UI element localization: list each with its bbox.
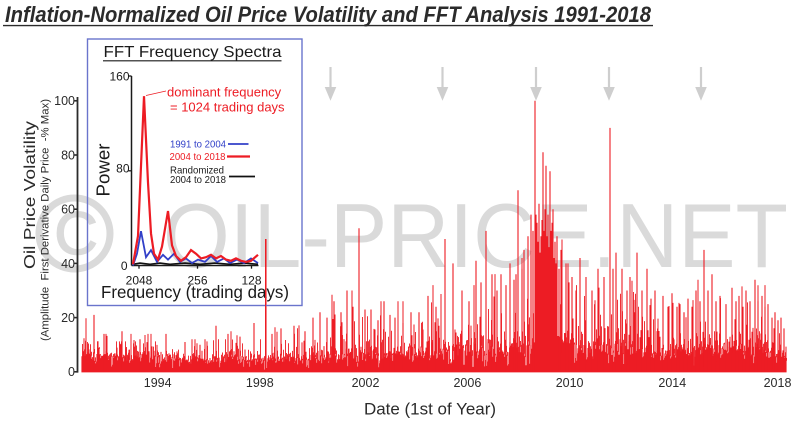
- svg-text:2004 to 2018: 2004 to 2018: [170, 174, 226, 186]
- svg-text:256: 256: [187, 274, 207, 288]
- svg-text:Date (1st of Year): Date (1st of Year): [364, 400, 496, 419]
- svg-text:Frequency (trading days): Frequency (trading days): [101, 282, 289, 302]
- svg-text:0: 0: [121, 259, 128, 273]
- svg-text:Randomized: Randomized: [170, 165, 224, 177]
- svg-text:60: 60: [61, 203, 75, 217]
- svg-text:Inflation-Normalized Oil Price: Inflation-Normalized Oil Price Volatilit…: [5, 2, 652, 27]
- svg-text:2010: 2010: [556, 376, 584, 390]
- svg-text:80: 80: [61, 148, 75, 162]
- svg-text:1998: 1998: [246, 376, 274, 390]
- svg-text:2004 to 2018: 2004 to 2018: [170, 151, 226, 163]
- svg-text:C: C: [54, 200, 97, 267]
- svg-text:40: 40: [61, 257, 75, 271]
- svg-text:(Amplitude First Derivative D: (Amplitude First Derivative Daily Price …: [40, 99, 52, 341]
- svg-text:2002: 2002: [352, 376, 380, 390]
- svg-text:dominant frequency: dominant frequency: [167, 85, 282, 100]
- svg-text:160: 160: [109, 69, 129, 83]
- svg-text:Oil Price Volatility: Oil Price Volatility: [22, 121, 39, 269]
- svg-text:2048: 2048: [126, 274, 153, 288]
- svg-text:80: 80: [116, 162, 130, 176]
- svg-text:Power: Power: [94, 144, 114, 197]
- svg-text:1994: 1994: [144, 376, 172, 390]
- svg-text:128: 128: [241, 274, 261, 288]
- svg-text:100: 100: [54, 94, 75, 108]
- svg-text:= 1024 trading days: = 1024 trading days: [170, 100, 285, 115]
- svg-text:FFT Frequency Spectra: FFT Frequency Spectra: [104, 44, 282, 61]
- svg-text:2006: 2006: [453, 376, 481, 390]
- svg-text:1991 to 2004: 1991 to 2004: [170, 139, 226, 151]
- svg-text:0: 0: [68, 365, 75, 379]
- svg-text:2014: 2014: [658, 376, 686, 390]
- svg-text:20: 20: [61, 311, 75, 325]
- svg-text:2018: 2018: [764, 376, 792, 390]
